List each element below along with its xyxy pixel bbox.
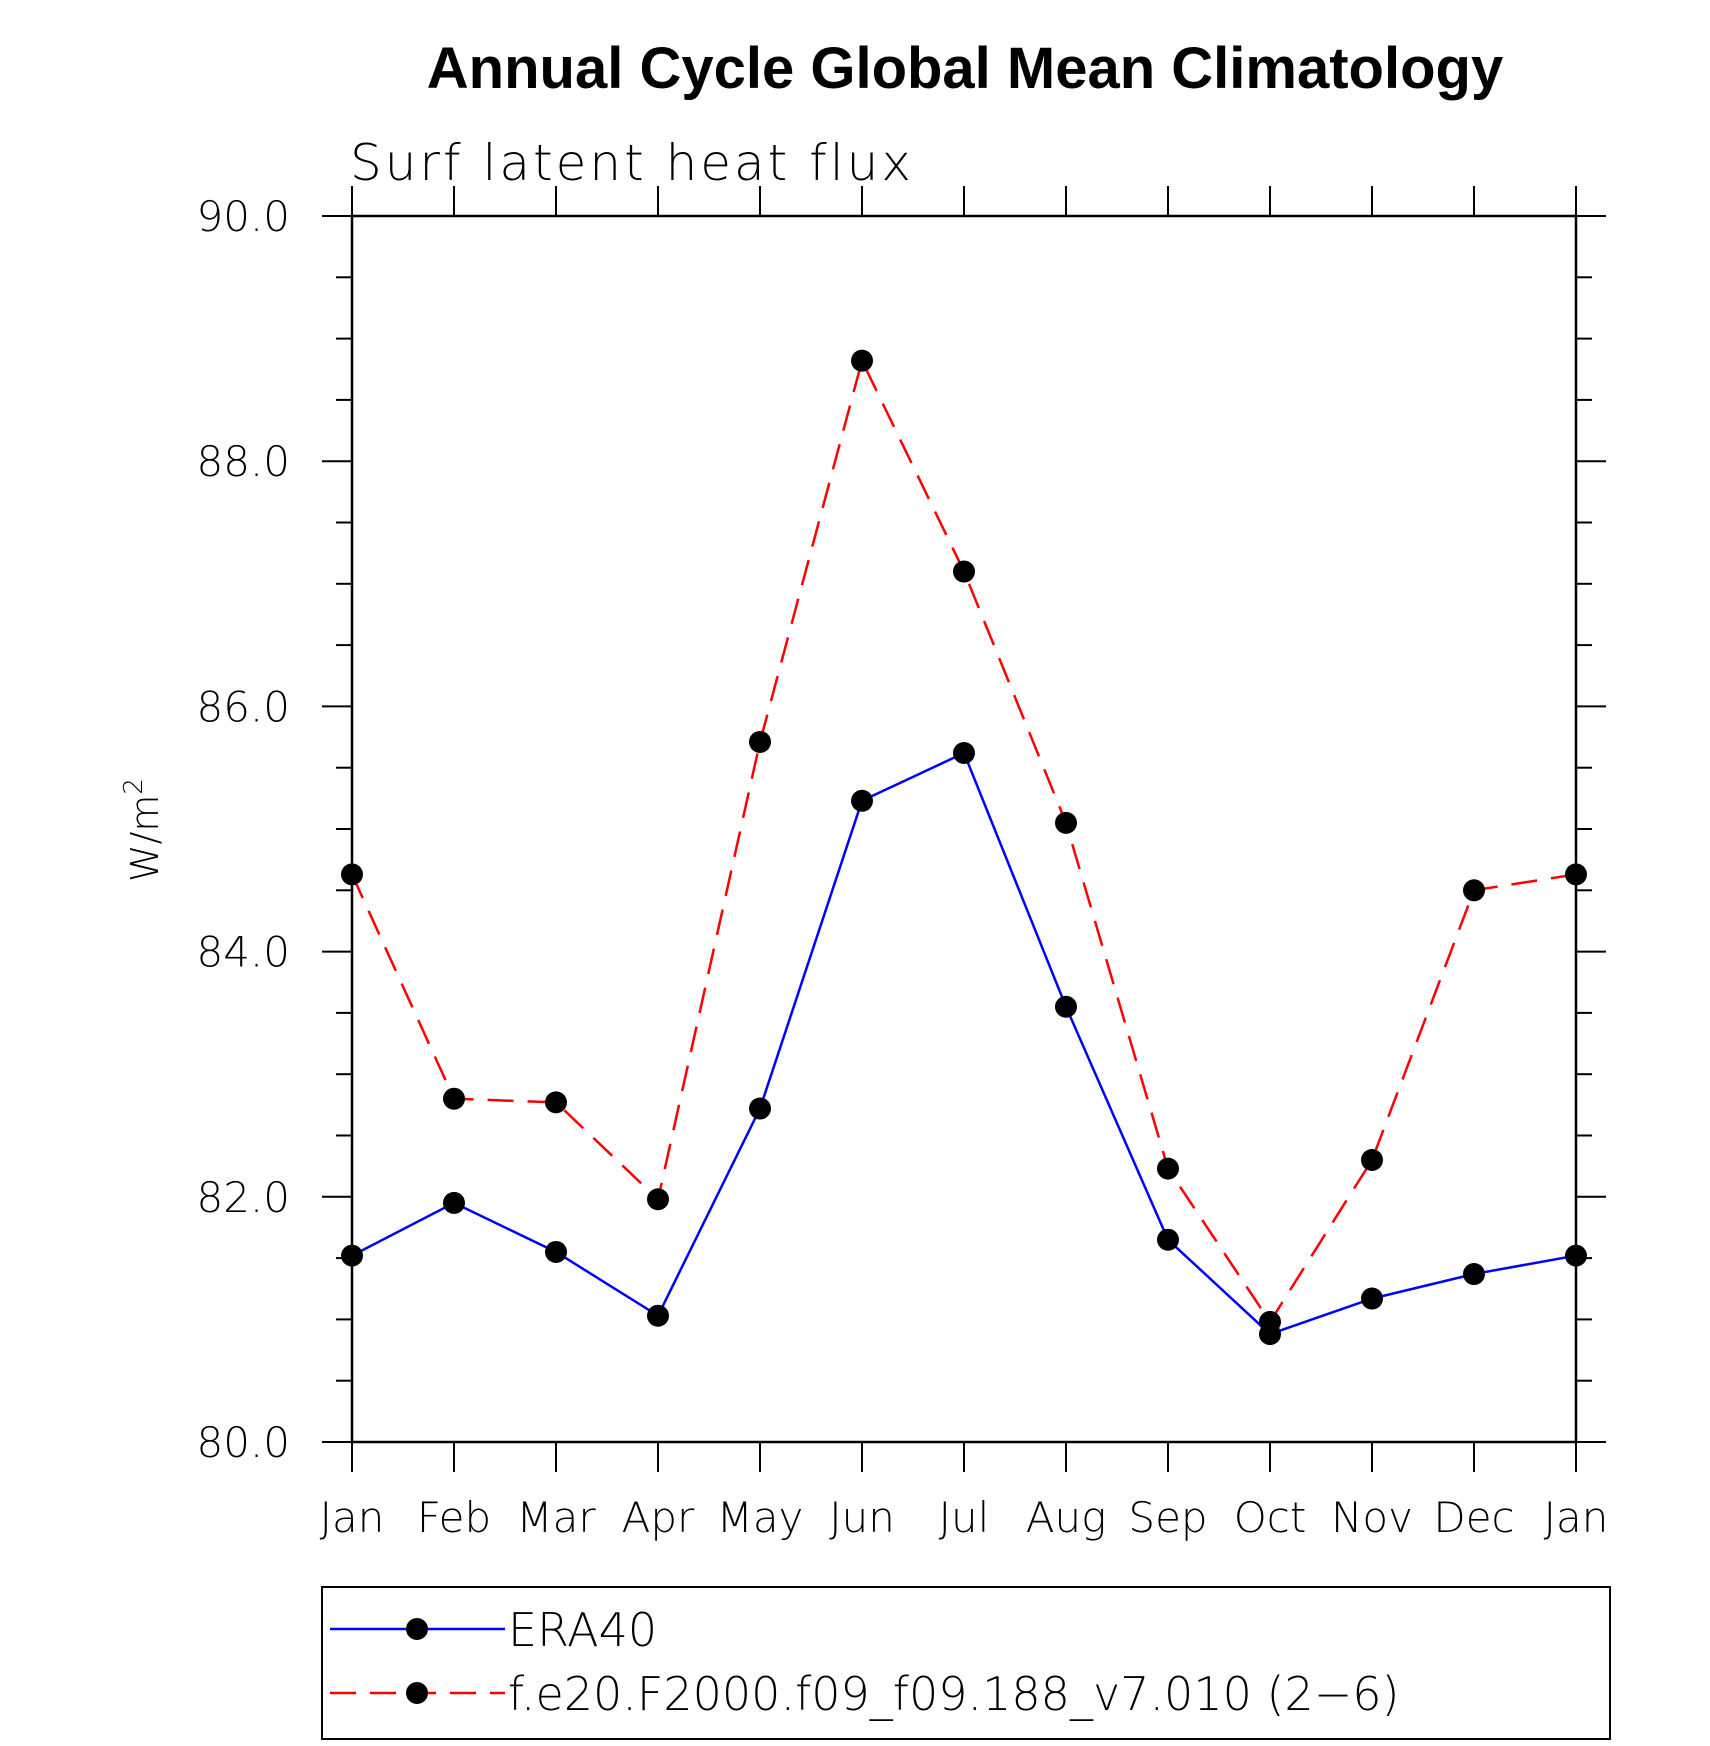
series-group [341, 349, 1587, 1346]
x-tick-label: Jul [939, 1493, 990, 1542]
legend-marker-2 [406, 1682, 428, 1704]
data-point-series-1 [953, 741, 975, 764]
legend-marker-1 [406, 1618, 428, 1640]
data-point-series-2 [443, 1087, 465, 1110]
data-point-series-1 [1157, 1228, 1179, 1251]
y-axis-label: W/m2 [119, 778, 167, 882]
data-point-series-1 [1361, 1287, 1383, 1310]
data-point-series-2 [545, 1091, 567, 1114]
x-tick-label: Oct [1234, 1493, 1307, 1542]
x-tick-label: Jan [1544, 1493, 1609, 1542]
axis-group: 80.0 82.0 84.0 86.0 88.0 90.0 Jan Feb Mar Apr May J… [196, 186, 1608, 1542]
y-axis-label-text: W/m [123, 795, 167, 882]
chart-subtitle: Surf latent heat flux [350, 134, 914, 192]
y-tick-label: 90.0 [196, 192, 290, 241]
data-point-series-1 [1463, 1263, 1485, 1286]
x-tick-label: Jun [829, 1493, 895, 1542]
data-point-series-1 [341, 1244, 363, 1267]
data-point-series-2 [647, 1188, 669, 1211]
y-axis-label-superscript: 2 [119, 778, 149, 795]
data-point-series-2 [1565, 863, 1587, 886]
data-point-series-1 [443, 1191, 465, 1214]
data-point-series-1 [1565, 1244, 1587, 1267]
data-point-series-2 [1055, 811, 1077, 834]
x-tick-label: Aug [1026, 1493, 1107, 1542]
legend: ERA40 f.e20.F2000.f09_f09.188_v7.010 (2−6… [321, 1586, 1611, 1740]
data-point-series-1 [647, 1304, 669, 1327]
series-line-1 [351, 751, 1577, 1336]
x-tick-label: Mar [516, 1493, 596, 1542]
chart-title: Annual Cycle Global Mean Climatology [427, 36, 1503, 101]
y-tick-label: 84.0 [196, 928, 290, 977]
x-tick-label: Sep [1128, 1493, 1207, 1542]
x-tick-label: Nov [1331, 1493, 1413, 1542]
data-point-series-1 [851, 789, 873, 812]
y-tick-label: 80.0 [196, 1418, 290, 1467]
data-point-series-2 [341, 863, 363, 886]
y-tick-label: 88.0 [196, 437, 290, 486]
y-tick-label: 86.0 [196, 682, 290, 731]
data-point-series-2 [1361, 1149, 1383, 1172]
data-point-series-2 [1463, 879, 1485, 902]
data-point-series-2 [851, 349, 873, 372]
data-point-series-2 [1259, 1310, 1281, 1333]
data-point-series-1 [1055, 995, 1077, 1018]
data-point-series-2 [953, 560, 975, 583]
x-tick-label: Feb [417, 1493, 491, 1542]
x-tick-label: May [717, 1493, 804, 1542]
y-tick-label: 82.0 [196, 1173, 290, 1222]
legend-label-1: ERA40 [508, 1603, 657, 1657]
legend-label-2: f.e20.F2000.f09_f09.188_v7.010 (2−6) [508, 1667, 1399, 1721]
x-tick-label: Jan [320, 1493, 385, 1542]
legend-box [321, 1586, 1611, 1740]
plot-frame [350, 214, 1578, 1444]
data-point-series-2 [749, 730, 771, 753]
data-point-series-2 [1157, 1157, 1179, 1180]
data-point-series-1 [749, 1097, 771, 1120]
x-tick-label: Apr [622, 1493, 695, 1542]
series-line-2 [350, 357, 1577, 1325]
x-tick-label: Dec [1433, 1493, 1514, 1542]
data-point-series-1 [545, 1240, 567, 1263]
